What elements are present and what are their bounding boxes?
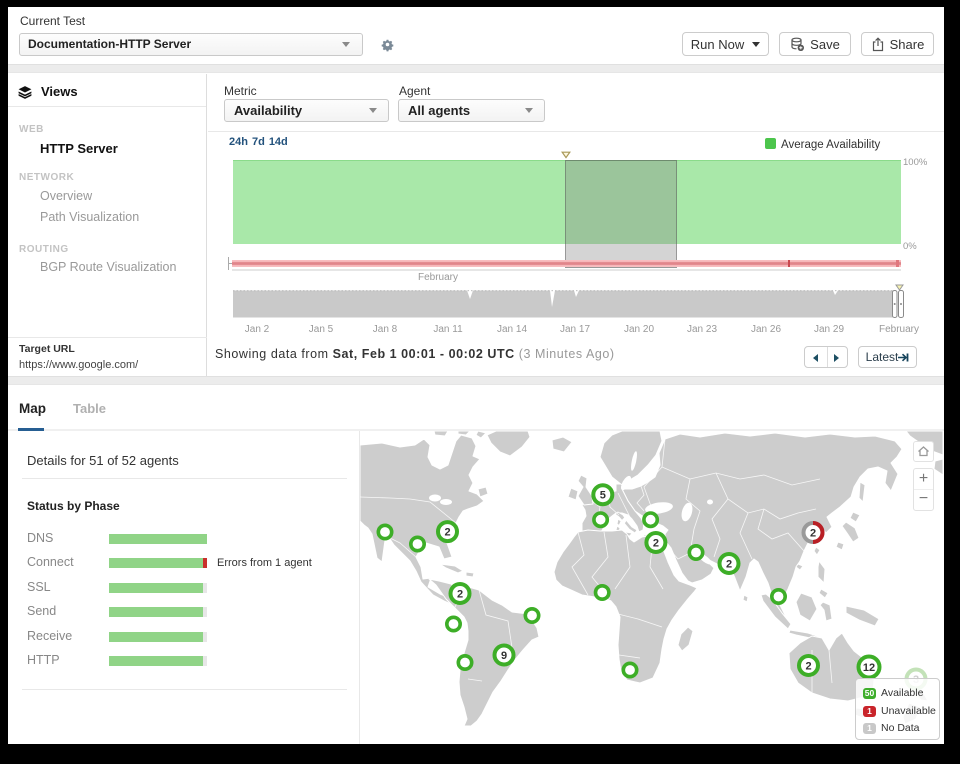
svg-text:2: 2 — [457, 589, 463, 601]
svg-text:12: 12 — [863, 662, 875, 674]
svg-text:2: 2 — [444, 527, 450, 539]
svg-text:2: 2 — [653, 538, 659, 550]
svg-text:2: 2 — [726, 559, 732, 571]
svg-text:2: 2 — [805, 661, 811, 673]
svg-text:9: 9 — [501, 650, 507, 662]
svg-text:5: 5 — [600, 490, 606, 502]
svg-text:2: 2 — [810, 528, 816, 540]
